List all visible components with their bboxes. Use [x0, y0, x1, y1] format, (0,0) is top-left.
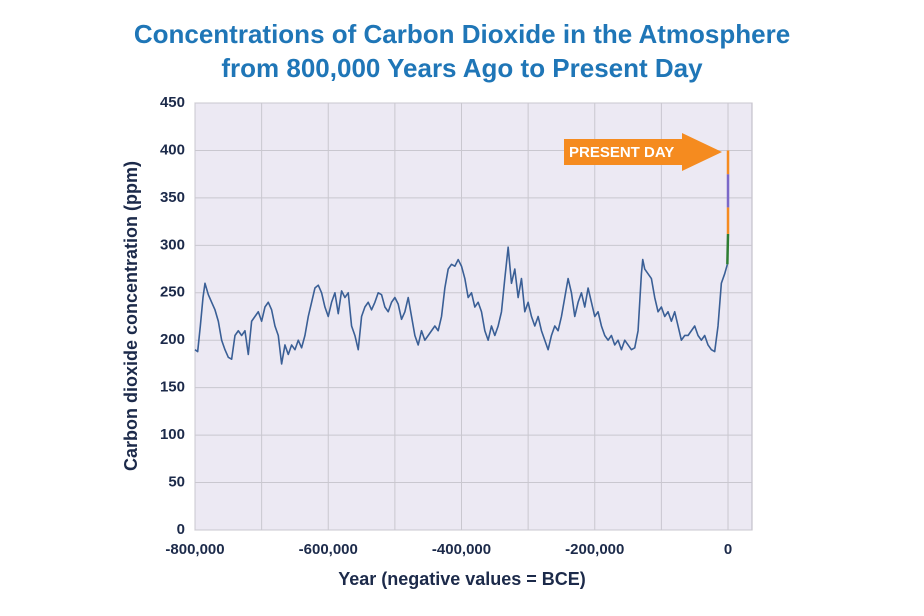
- y-tick-label: 150: [160, 379, 185, 396]
- y-tick-label: 350: [160, 189, 185, 206]
- y-tick-label: 200: [160, 331, 185, 348]
- y-tick-label: 50: [168, 474, 185, 491]
- plot-area: [194, 102, 753, 531]
- x-tick-label: -800,000: [165, 541, 224, 558]
- y-tick-label: 400: [160, 141, 185, 158]
- chart-title: Concentrations of Carbon Dioxide in the …: [134, 19, 790, 49]
- y-axis-label: Carbon dioxide concentration (ppm): [121, 161, 141, 471]
- y-tick-label: 300: [160, 236, 185, 253]
- y-tick-label: 250: [160, 284, 185, 301]
- x-tick-label: 0: [724, 541, 732, 558]
- y-tick-label: 100: [160, 426, 185, 443]
- annotation: PRESENT DAY: [569, 144, 674, 161]
- x-tick-label: -600,000: [299, 541, 358, 558]
- y-tick-label: 450: [160, 94, 185, 111]
- data-line: [726, 233, 730, 265]
- x-tick-label: -200,000: [565, 541, 624, 558]
- annotation-arrow: [564, 133, 722, 171]
- x-axis-label: Year (negative values = BCE): [338, 569, 586, 589]
- y-tick-label: 0: [177, 521, 185, 538]
- data-line: [194, 246, 729, 365]
- x-tick-label: -400,000: [432, 541, 491, 558]
- chart-title: from 800,000 Years Ago to Present Day: [221, 53, 703, 83]
